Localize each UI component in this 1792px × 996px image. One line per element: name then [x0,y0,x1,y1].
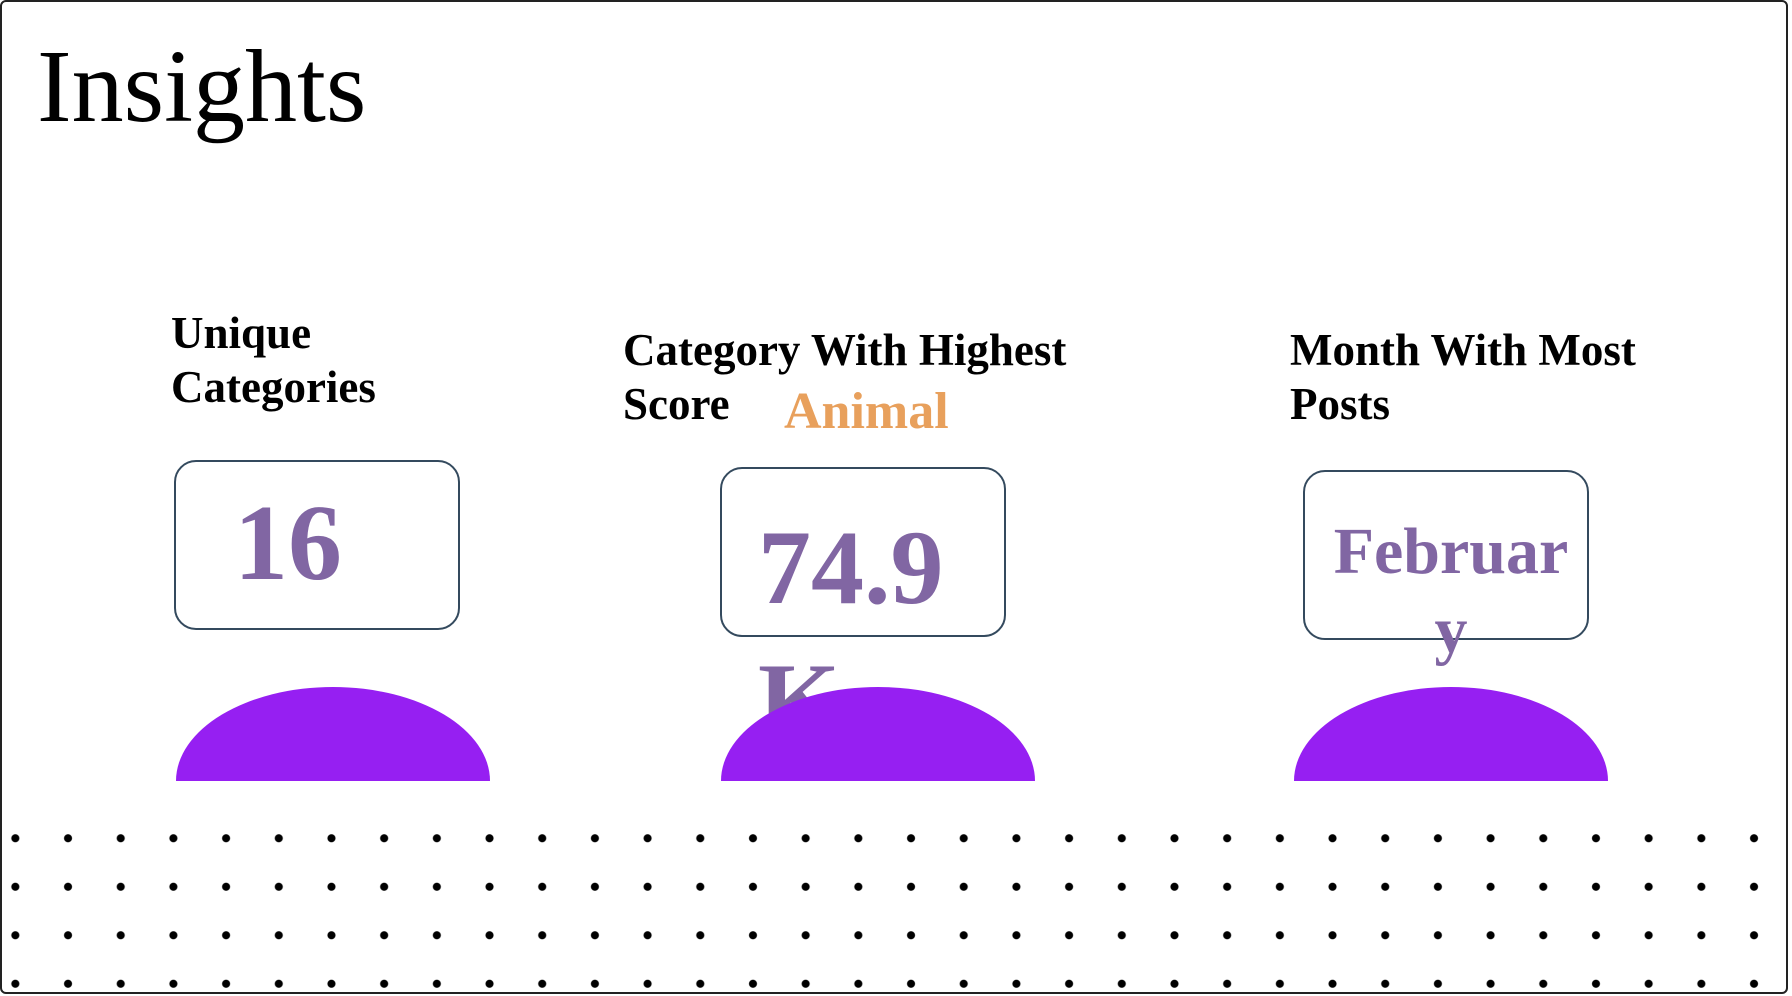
highest-score-value-box [720,467,1006,637]
unique-categories-value-box [174,460,460,630]
most-posts-month-heading: Month With Most Posts [1290,325,1636,429]
unique-categories-heading: Unique Categories [171,308,376,412]
highest-score-category-heading: Category With Highest Score [623,325,1067,429]
unique-categories-dome [176,687,490,781]
unique-categories-value: 16 [234,484,342,603]
highest-score-category-name: Animal [784,383,949,440]
most-posts-month-value: February [1333,515,1569,668]
most-posts-month-value-box [1303,470,1589,640]
page-title: Insights [37,29,367,144]
dot-pattern-decoration [2,814,1786,992]
most-posts-month-dome [1294,687,1608,781]
